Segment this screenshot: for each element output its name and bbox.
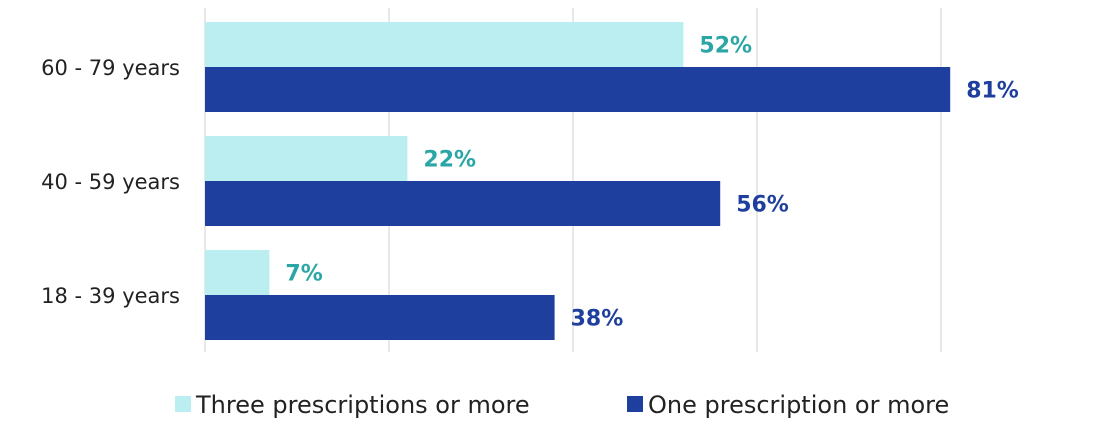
legend: Three prescriptions or more One prescript… <box>175 391 949 419</box>
data-label: 52% <box>699 34 752 59</box>
legend-label: One prescription or more <box>648 391 949 419</box>
category-label: 60 - 79 years <box>41 56 180 80</box>
legend-swatch <box>175 396 191 412</box>
bar-one-or-more <box>205 67 950 112</box>
legend-label: Three prescriptions or more <box>195 391 530 419</box>
category-label: 40 - 59 years <box>41 170 180 194</box>
legend-swatch <box>627 396 643 412</box>
data-label: 22% <box>423 148 476 173</box>
data-label: 7% <box>285 262 322 287</box>
bar-three-or-more <box>205 136 407 181</box>
data-label: 81% <box>966 79 1019 104</box>
bar-three-or-more <box>205 22 683 67</box>
data-label: 56% <box>736 193 789 218</box>
bar-three-or-more <box>205 250 269 295</box>
bar-one-or-more <box>205 181 720 226</box>
bars <box>205 22 950 340</box>
bar-one-or-more <box>205 295 555 340</box>
category-label: 18 - 39 years <box>41 284 180 308</box>
data-label: 38% <box>571 307 624 332</box>
